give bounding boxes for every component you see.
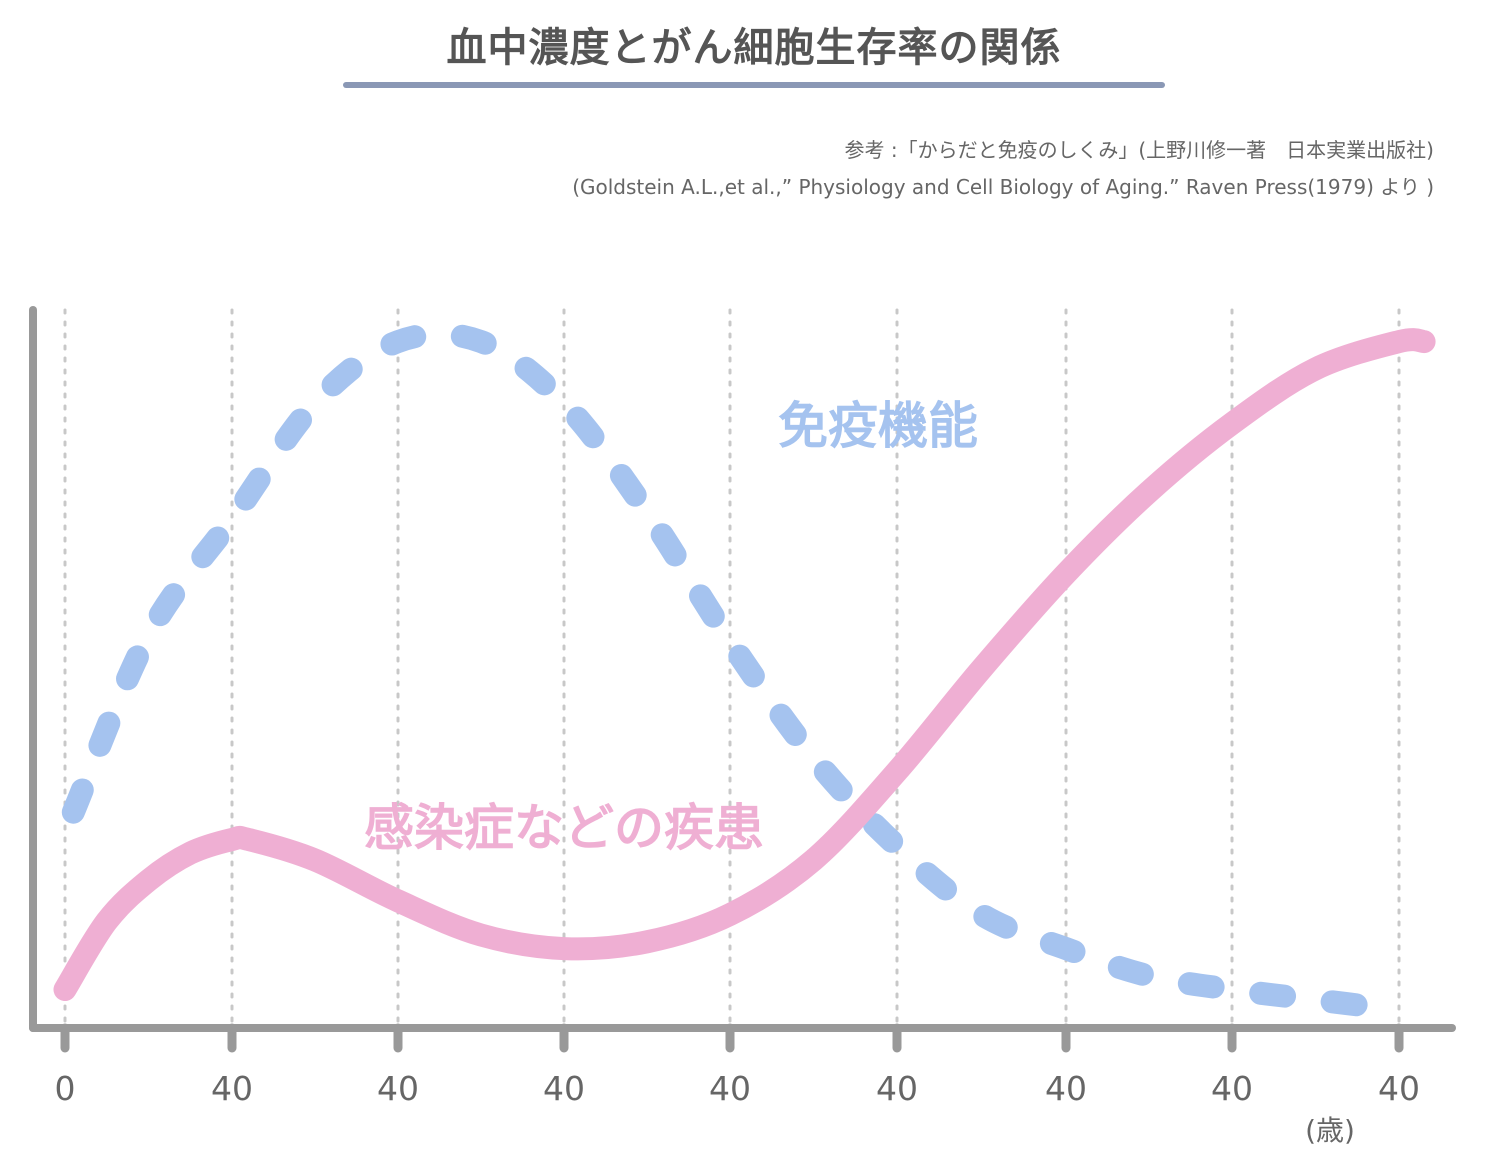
x-tick-label-6: 40 xyxy=(1045,1069,1087,1108)
x-tick-label-4: 40 xyxy=(709,1069,751,1108)
x-tick-label-8: 40 xyxy=(1378,1069,1420,1108)
x-tick-label-2: 40 xyxy=(377,1069,419,1108)
x-unit-label: (歳) xyxy=(1305,1114,1355,1147)
x-tick-label-1: 40 xyxy=(211,1069,253,1108)
axes xyxy=(29,306,1456,1053)
x-tick-label-0: 0 xyxy=(55,1069,76,1108)
chart-title: 血中濃度とがん細胞生存率の関係 xyxy=(446,25,1062,71)
x-tick-label-7: 40 xyxy=(1211,1069,1253,1108)
series-lines xyxy=(53,322,1436,1022)
series-line-0 xyxy=(61,322,1411,1022)
series-line-1 xyxy=(53,328,1436,1001)
title-underline xyxy=(343,82,1165,88)
x-tick-label-3: 40 xyxy=(543,1069,585,1108)
source-citation-line-1: 参考 :「からだと免疫のしくみ」(上野川修一著 日本実業出版社) xyxy=(844,138,1434,162)
x-tick-label-5: 40 xyxy=(876,1069,918,1108)
series-annotation-0: 免疫機能 xyxy=(778,397,978,455)
series-annotation-1: 感染症などの疾患 xyxy=(364,799,764,857)
source-citation-line-2: (Goldstein A.L.,et al.,” Physiology and … xyxy=(572,175,1434,199)
